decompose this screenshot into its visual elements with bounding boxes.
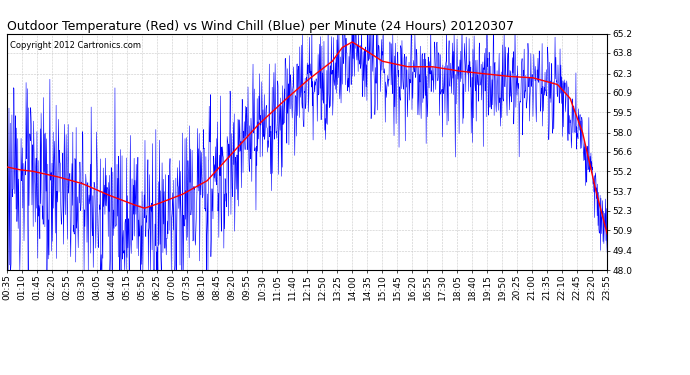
Text: Outdoor Temperature (Red) vs Wind Chill (Blue) per Minute (24 Hours) 20120307: Outdoor Temperature (Red) vs Wind Chill … — [7, 20, 514, 33]
Text: Copyright 2012 Cartronics.com: Copyright 2012 Cartronics.com — [10, 41, 141, 50]
